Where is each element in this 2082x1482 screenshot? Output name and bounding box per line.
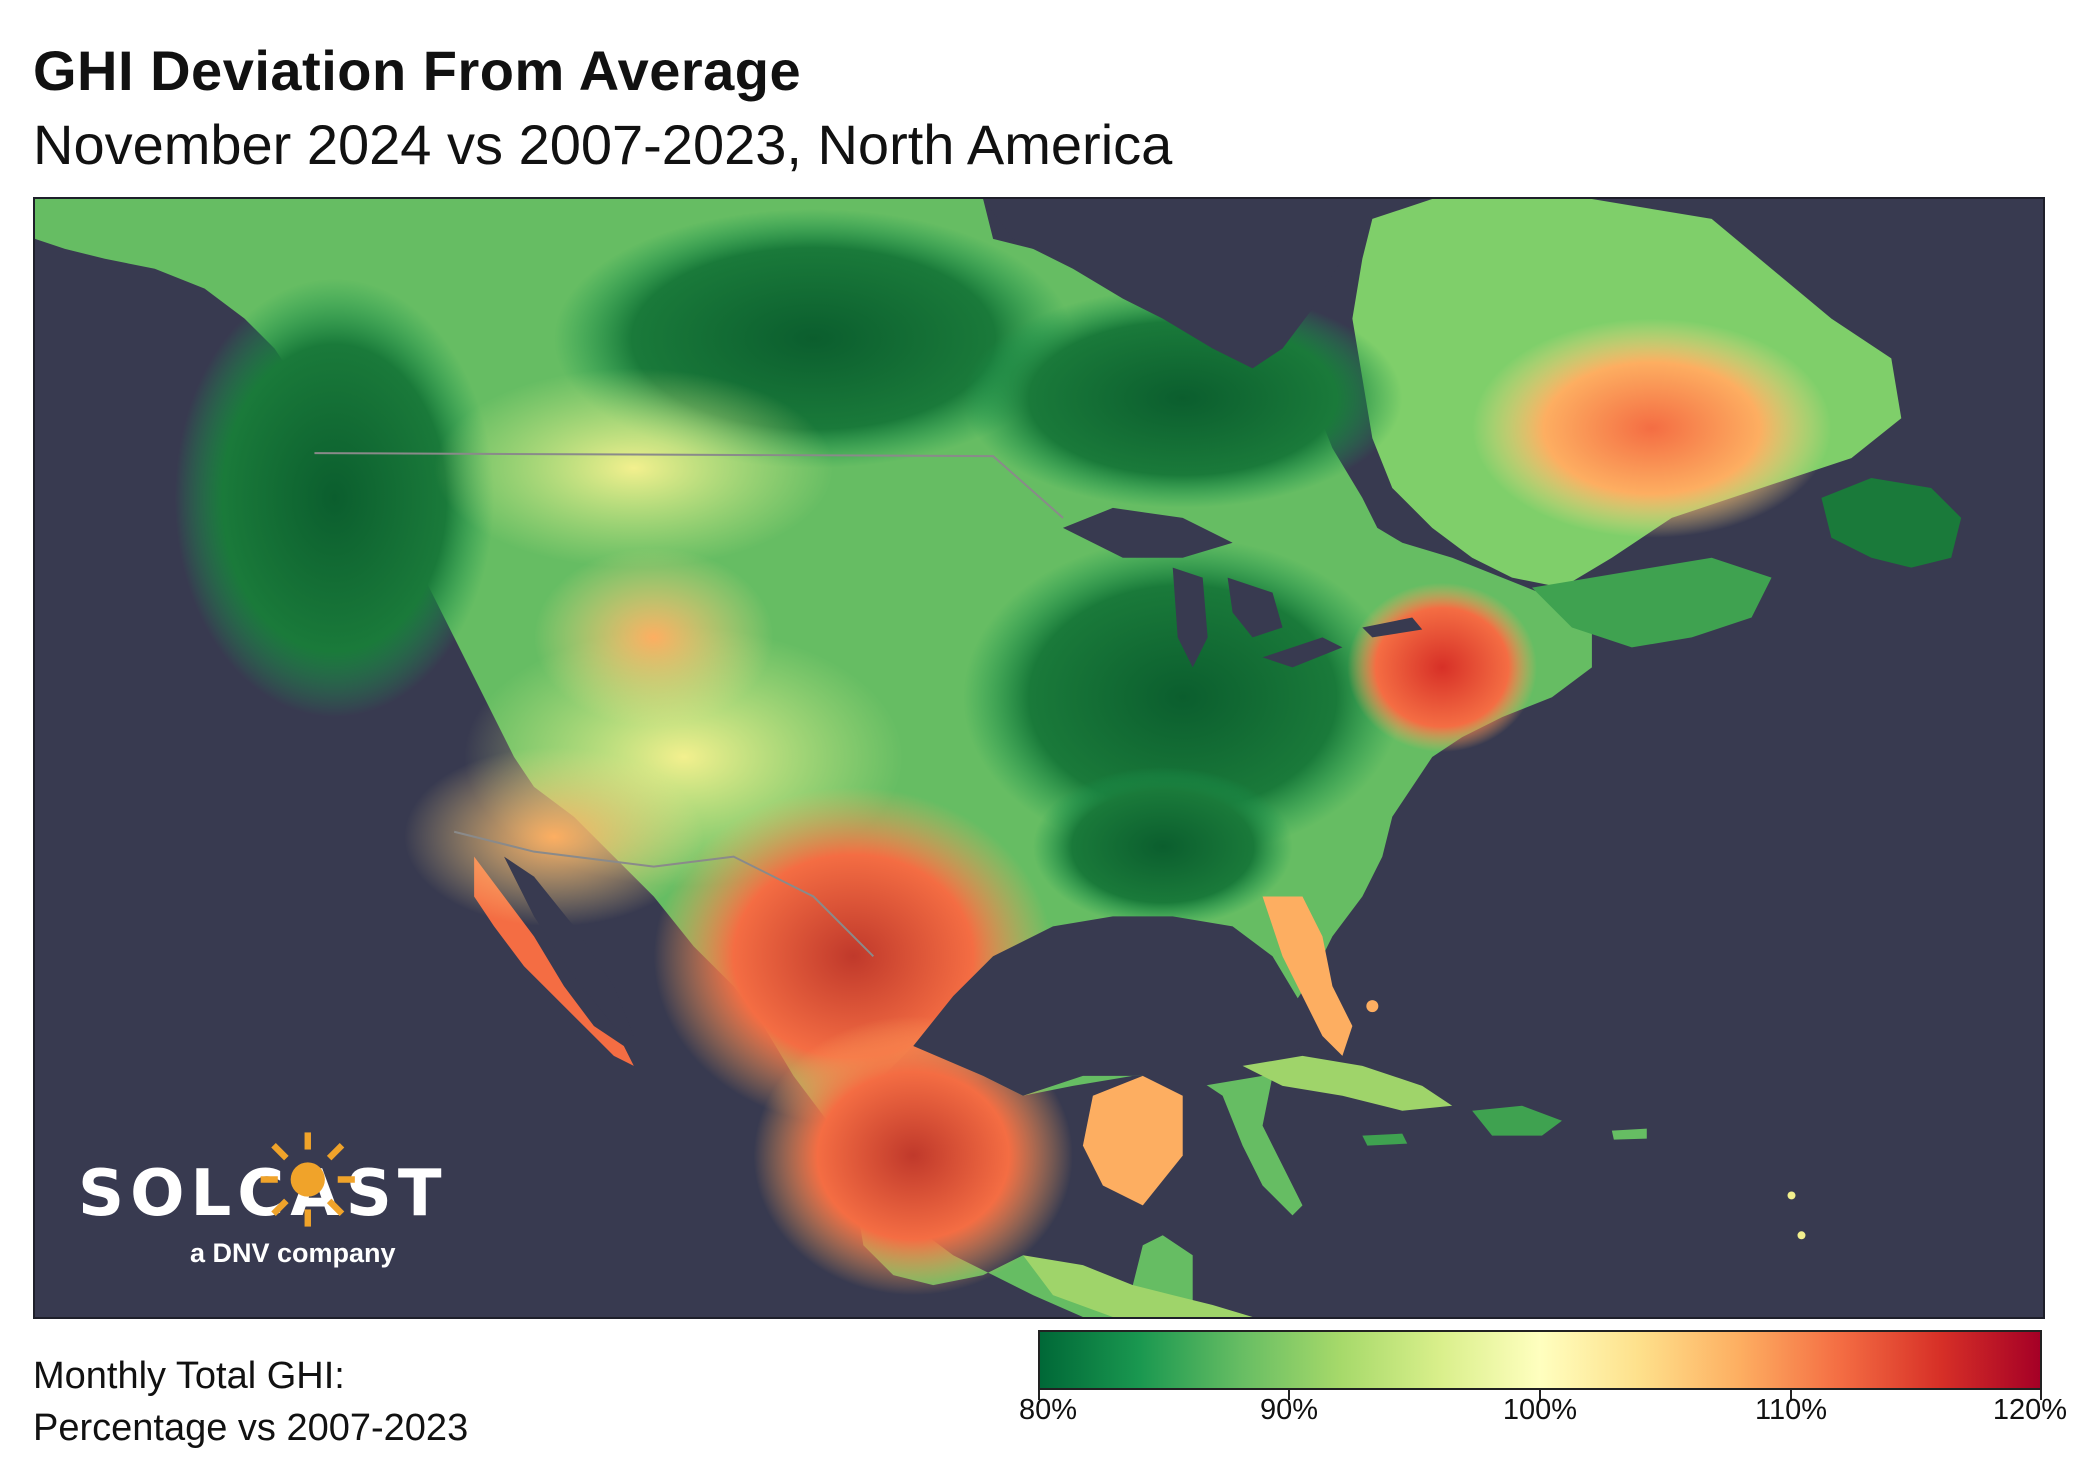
puerto-rico (1611, 1128, 1647, 1140)
colorbar-tick-90 (1288, 1388, 1290, 1400)
jamaica (1362, 1133, 1408, 1146)
colorbar-label-80: 80% (1018, 1394, 1078, 1426)
florida (1262, 896, 1353, 1056)
colorbar-label-120: 120% (1992, 1394, 2068, 1426)
lake-huron (1227, 577, 1283, 638)
baja-california (474, 856, 634, 1066)
gulf-of-mexico (913, 916, 1303, 1096)
lake-superior (1062, 507, 1233, 558)
colorbar-label-90: 90% (1259, 1394, 1319, 1426)
map-title: GHI Deviation From Average (33, 39, 802, 102)
legend-caption: Monthly Total GHI: Percentage vs 2007-20… (33, 1350, 468, 1454)
lake-michigan (1172, 567, 1208, 668)
legend-caption-line1: Monthly Total GHI: (33, 1355, 345, 1397)
hispaniola (1472, 1105, 1562, 1136)
ghi-deviation-map (35, 199, 1962, 1317)
legend-caption-line2: Percentage vs 2007-2023 (33, 1407, 469, 1449)
maritimes (1532, 557, 1772, 648)
map-subtitle: November 2024 vs 2007-2023, North Americ… (33, 113, 1173, 176)
lake-ontario (1362, 617, 1423, 638)
colorbar-tick-110 (1790, 1388, 1792, 1400)
gulf-of-california (504, 856, 634, 1037)
central-america (1023, 1255, 1253, 1317)
solcast-tagline: a DNV company (190, 1238, 396, 1268)
solcast-wordmark-text: SOLCAST (78, 1157, 448, 1231)
newfoundland (1821, 478, 1962, 568)
us-mexico-border (453, 830, 875, 957)
colorbar (1038, 1330, 2042, 1390)
solcast-wordmark: SOLCAST (78, 1162, 448, 1226)
solcast-logo: SOLCAST a DNV company (78, 1132, 448, 1269)
colorbar-label-110: 110% (1754, 1394, 1828, 1426)
cuba (1242, 1055, 1453, 1111)
colorbar-tick-80 (1038, 1388, 1040, 1400)
colorbar-tick-120 (2040, 1388, 2042, 1400)
us-canada-border (314, 452, 1064, 519)
sun-icon (260, 1132, 355, 1227)
lake-erie (1262, 637, 1343, 668)
map-panel: SOLCAST a DNV company (33, 197, 2045, 1319)
colorbar-label-100: 100% (1502, 1394, 1578, 1426)
colorbar-tick-100 (1539, 1388, 1541, 1400)
yucatan (1082, 1075, 1183, 1206)
hudson-bay (983, 199, 1343, 369)
